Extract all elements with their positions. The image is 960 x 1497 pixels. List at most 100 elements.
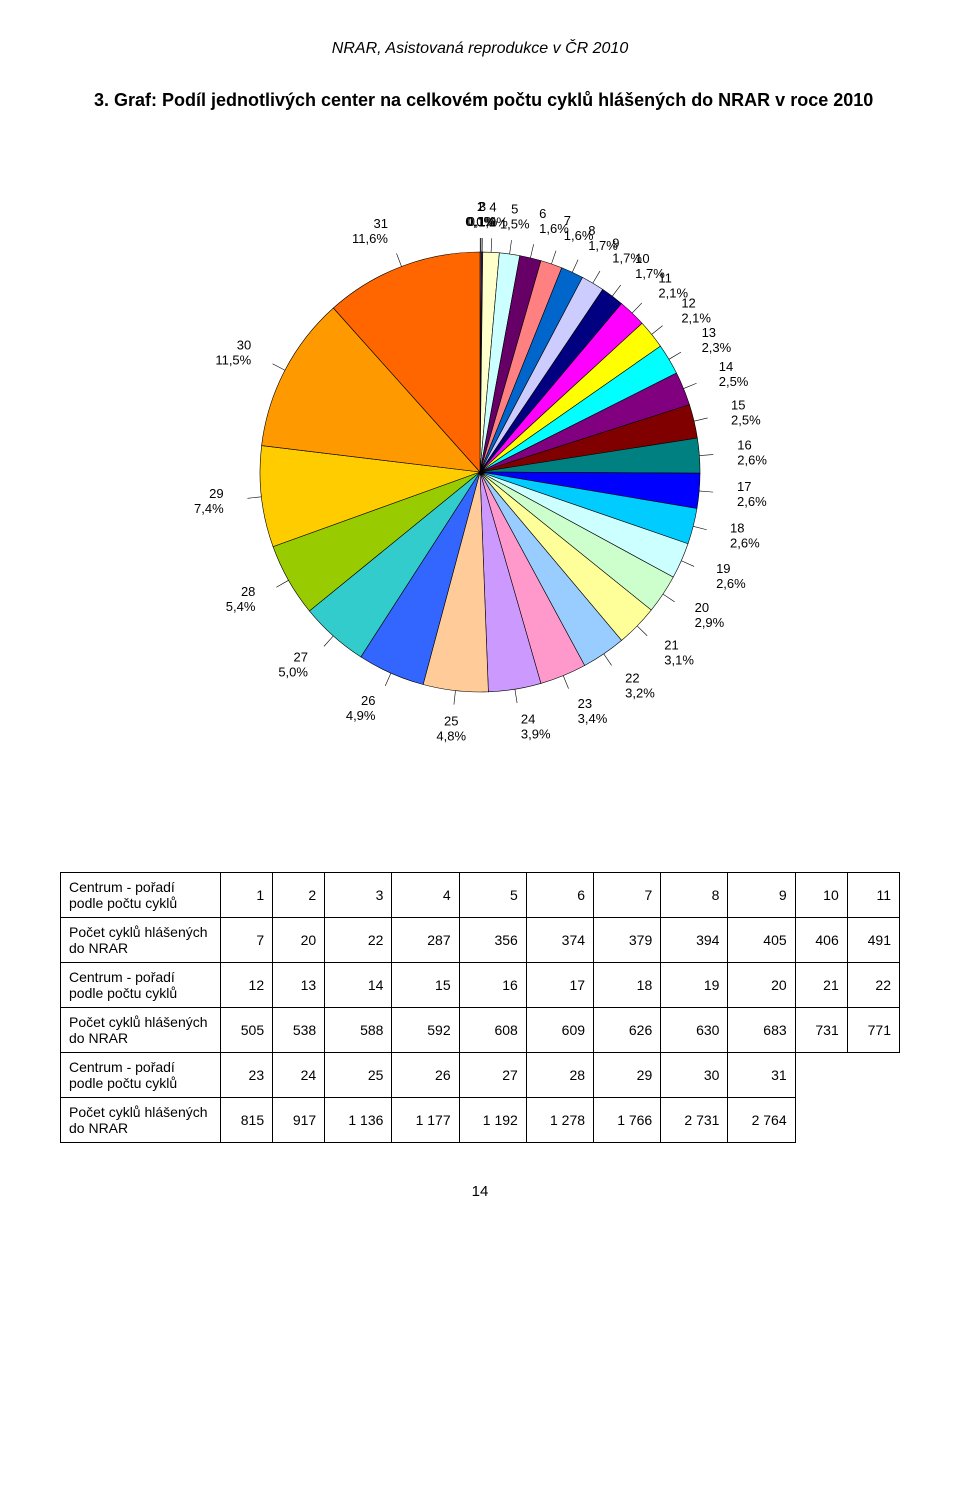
table-cell: 592 bbox=[392, 1008, 459, 1053]
svg-text:20: 20 bbox=[695, 601, 709, 616]
table-cell: 14 bbox=[325, 963, 392, 1008]
svg-text:5,4%: 5,4% bbox=[226, 599, 256, 614]
table-cell: 18 bbox=[594, 963, 661, 1008]
table-cell: 917 bbox=[273, 1098, 325, 1143]
svg-text:2,5%: 2,5% bbox=[719, 374, 749, 389]
table-cell: 15 bbox=[392, 963, 459, 1008]
table-count-row-1: Počet cyklů hlášených do NRAR50553858859… bbox=[61, 1008, 900, 1053]
svg-text:29: 29 bbox=[209, 486, 223, 501]
svg-text:3: 3 bbox=[479, 199, 486, 214]
table-cell: 356 bbox=[459, 918, 526, 963]
svg-text:3,2%: 3,2% bbox=[625, 686, 655, 701]
table-count-row-2: Počet cyklů hlášených do NRAR8159171 136… bbox=[61, 1098, 900, 1143]
svg-text:22: 22 bbox=[625, 671, 639, 686]
table-cell: 2 731 bbox=[661, 1098, 728, 1143]
table-cell: 1 766 bbox=[594, 1098, 661, 1143]
table-cell: 1 278 bbox=[526, 1098, 593, 1143]
table-cell: 491 bbox=[847, 918, 899, 963]
svg-text:1,5%: 1,5% bbox=[500, 217, 530, 232]
svg-text:27: 27 bbox=[293, 650, 307, 665]
pie-label-22: 223,2% bbox=[604, 654, 655, 700]
table-cell: 9 bbox=[728, 873, 795, 918]
pie-label-5: 51,5% bbox=[500, 202, 530, 255]
svg-text:2,6%: 2,6% bbox=[737, 453, 767, 468]
table-cell: 815 bbox=[221, 1098, 273, 1143]
svg-text:24: 24 bbox=[521, 712, 535, 727]
svg-text:23: 23 bbox=[578, 696, 592, 711]
table-cell: 17 bbox=[526, 963, 593, 1008]
table-cell: 11 bbox=[847, 873, 899, 918]
svg-text:30: 30 bbox=[237, 338, 251, 353]
table-count-row-0: Počet cyklů hlášených do NRAR72022287356… bbox=[61, 918, 900, 963]
svg-text:3,1%: 3,1% bbox=[664, 653, 694, 668]
pie-label-29: 297,4% bbox=[194, 486, 261, 516]
table-cell: 538 bbox=[273, 1008, 325, 1053]
svg-text:25: 25 bbox=[444, 714, 458, 729]
table-cell: 406 bbox=[795, 918, 847, 963]
pie-label-27: 275,0% bbox=[278, 636, 333, 679]
svg-text:3,4%: 3,4% bbox=[578, 711, 608, 726]
table-cell: 1 192 bbox=[459, 1098, 526, 1143]
pie-label-23: 233,4% bbox=[563, 676, 607, 726]
table-cell: 28 bbox=[526, 1053, 593, 1098]
table-cell: 3 bbox=[325, 873, 392, 918]
table-cell: 16 bbox=[459, 963, 526, 1008]
svg-text:11: 11 bbox=[658, 271, 672, 286]
svg-text:2,5%: 2,5% bbox=[731, 413, 761, 428]
svg-text:2,6%: 2,6% bbox=[716, 576, 746, 591]
svg-text:5,0%: 5,0% bbox=[278, 665, 308, 680]
pie-label-14: 142,5% bbox=[684, 359, 749, 389]
pie-label-31: 3111,6% bbox=[352, 216, 401, 266]
pie-label-16: 162,6% bbox=[699, 438, 767, 468]
table-cell: 588 bbox=[325, 1008, 392, 1053]
svg-text:7: 7 bbox=[564, 213, 571, 228]
table-cell: 10 bbox=[795, 873, 847, 918]
table-rank-row-2: Centrum - pořadí podle počtu cyklů232425… bbox=[61, 1053, 900, 1098]
row-label-count: Počet cyklů hlášených do NRAR bbox=[61, 1098, 221, 1143]
svg-text:2,6%: 2,6% bbox=[730, 536, 760, 551]
table-cell: 20 bbox=[273, 918, 325, 963]
table-cell: 23 bbox=[221, 1053, 273, 1098]
table-cell: 1 bbox=[221, 873, 273, 918]
pie-label-30: 3011,5% bbox=[215, 338, 285, 371]
svg-text:3,9%: 3,9% bbox=[521, 727, 551, 742]
table-cell: 27 bbox=[459, 1053, 526, 1098]
row-label-rank: Centrum - pořadí podle počtu cyklů bbox=[61, 873, 221, 918]
svg-text:12: 12 bbox=[681, 296, 695, 311]
svg-text:17: 17 bbox=[737, 479, 751, 494]
table-cell: 25 bbox=[325, 1053, 392, 1098]
table-rank-row-0: Centrum - pořadí podle počtu cyklů123456… bbox=[61, 873, 900, 918]
row-label-rank: Centrum - pořadí podle počtu cyklů bbox=[61, 963, 221, 1008]
svg-text:21: 21 bbox=[664, 638, 678, 653]
svg-text:11,6%: 11,6% bbox=[352, 231, 388, 246]
svg-text:11,5%: 11,5% bbox=[215, 353, 251, 368]
table-rank-row-1: Centrum - pořadí podle počtu cyklů121314… bbox=[61, 963, 900, 1008]
svg-text:28: 28 bbox=[241, 584, 255, 599]
chart-title: 3. Graf: Podíl jednotlivých center na ce… bbox=[60, 88, 900, 112]
pie-label-18: 182,6% bbox=[693, 521, 760, 551]
svg-text:16: 16 bbox=[737, 438, 751, 453]
pie-chart-container: 10,0%20,1%30,1%41,2%51,5%61,6%71,6%81,7%… bbox=[60, 142, 900, 812]
table-cell: 12 bbox=[221, 963, 273, 1008]
svg-text:10: 10 bbox=[635, 251, 649, 266]
table-cell: 374 bbox=[526, 918, 593, 963]
table-cell: 394 bbox=[661, 918, 728, 963]
svg-text:14: 14 bbox=[719, 359, 733, 374]
table-cell: 6 bbox=[526, 873, 593, 918]
table-cell: 731 bbox=[795, 1008, 847, 1053]
svg-text:19: 19 bbox=[716, 561, 730, 576]
row-label-count: Počet cyklů hlášených do NRAR bbox=[61, 918, 221, 963]
pie-label-28: 285,4% bbox=[226, 581, 289, 615]
table-cell: 1 136 bbox=[325, 1098, 392, 1143]
table-cell: 379 bbox=[594, 918, 661, 963]
svg-text:2,6%: 2,6% bbox=[737, 494, 767, 509]
pie-label-21: 213,1% bbox=[637, 626, 694, 668]
page-number: 14 bbox=[60, 1183, 900, 1200]
table-cell: 405 bbox=[728, 918, 795, 963]
table-cell: 26 bbox=[392, 1053, 459, 1098]
svg-text:2,9%: 2,9% bbox=[695, 616, 725, 631]
pie-label-25: 254,8% bbox=[436, 691, 466, 744]
table-cell: 21 bbox=[795, 963, 847, 1008]
data-table: Centrum - pořadí podle počtu cyklů123456… bbox=[60, 872, 900, 1143]
table-cell: 8 bbox=[661, 873, 728, 918]
